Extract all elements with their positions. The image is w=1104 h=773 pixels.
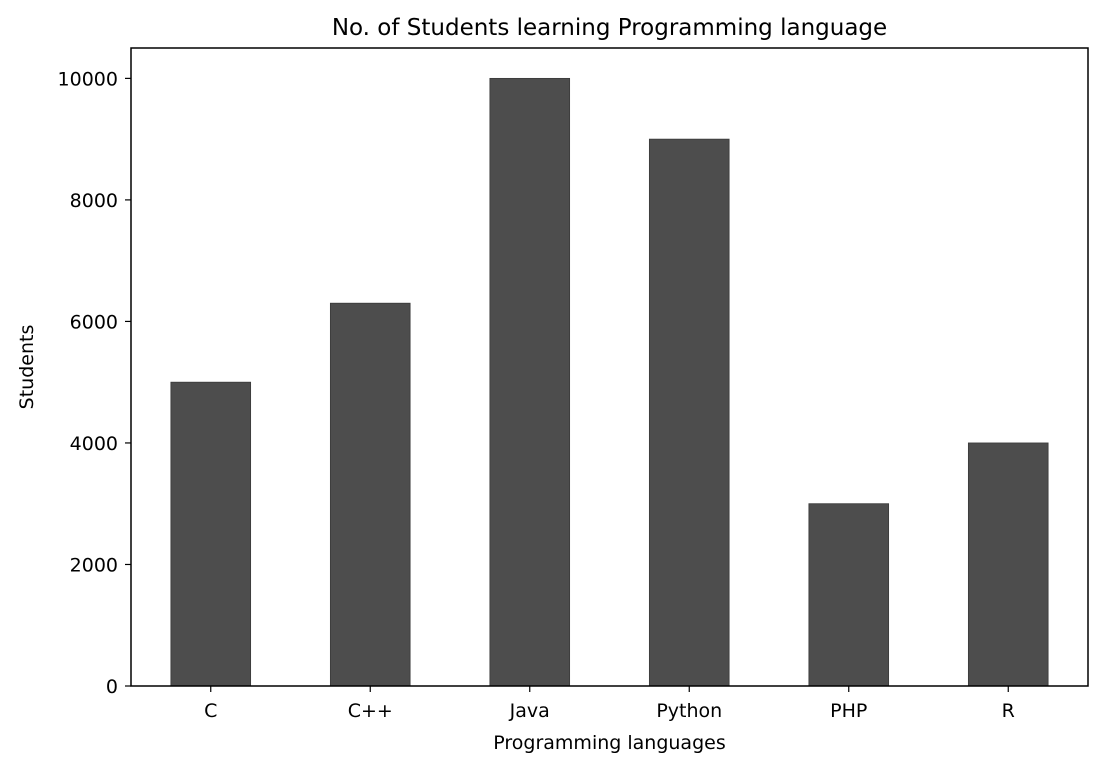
y-tick-label: 10000 — [58, 68, 118, 90]
y-axis: 0 2000 4000 6000 8000 10000 — [58, 68, 131, 698]
bar-cpp — [329, 302, 411, 687]
x-tick-label: Python — [656, 700, 722, 722]
x-axis-title: Programming languages — [493, 732, 725, 754]
y-axis-title: Students — [16, 325, 38, 410]
y-tick-label: 2000 — [70, 554, 118, 576]
y-tick-label: 6000 — [70, 311, 118, 333]
x-tick-label: PHP — [830, 700, 867, 722]
x-tick-label: Java — [509, 700, 550, 722]
x-tick-label: R — [1002, 700, 1015, 722]
x-tick-label: C — [204, 700, 217, 722]
y-tick-label: 8000 — [70, 190, 118, 212]
plot-frame — [130, 47, 1089, 687]
chart-title: No. of Students learning Programming lan… — [332, 15, 887, 41]
bar-java — [489, 77, 571, 687]
y-tick-label: 0 — [106, 676, 118, 698]
bar-r — [967, 442, 1049, 687]
bar-php — [808, 503, 890, 687]
y-tick-label: 4000 — [70, 433, 118, 455]
bars-layer — [170, 77, 1049, 687]
x-axis: C C++ Java Python PHP R — [204, 686, 1015, 722]
bar-c — [170, 381, 252, 687]
x-tick-label: C++ — [348, 700, 393, 722]
bar-python — [648, 138, 730, 687]
